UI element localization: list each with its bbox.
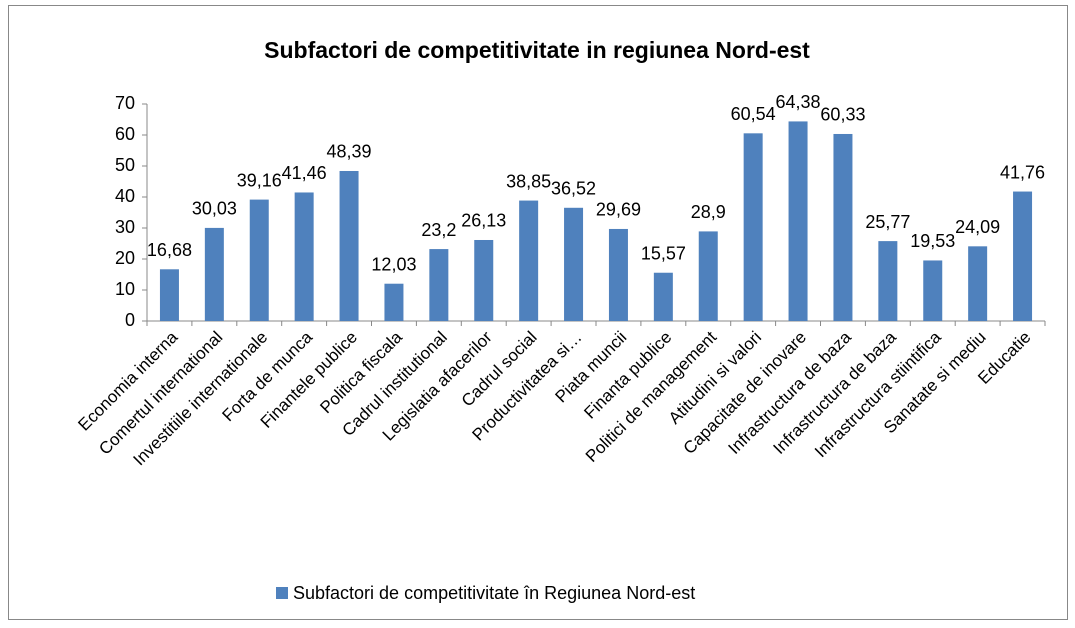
bar [384,283,404,321]
bar [833,133,853,321]
bar [564,207,584,321]
data-label: 48,39 [327,142,372,162]
y-tick-label: 20 [115,248,135,268]
bar [519,200,539,321]
y-tick-label: 60 [115,124,135,144]
legend-swatch [276,587,288,599]
data-label: 39,16 [237,170,282,190]
data-label: 28,9 [691,202,726,222]
chart-title: Subfactori de competitivitate in regiune… [264,37,810,63]
bar [1013,191,1033,321]
bar [878,241,898,321]
data-label: 38,85 [506,171,551,191]
data-label: 36,52 [551,179,596,199]
bar [743,133,763,321]
data-label: 26,13 [461,211,506,231]
bar [788,121,808,321]
y-tick-label: 70 [115,93,135,113]
data-label: 12,03 [371,254,416,274]
bar [429,249,449,321]
data-label: 19,53 [910,231,955,251]
bar [159,269,179,321]
data-label: 23,2 [421,220,456,240]
data-label: 60,33 [820,105,865,125]
data-label: 24,09 [955,217,1000,237]
data-label: 29,69 [596,200,641,220]
data-label: 60,54 [731,104,776,124]
bar [653,272,673,321]
bar [249,199,269,321]
bar [968,246,988,321]
y-tick-label: 40 [115,186,135,206]
bar [923,260,943,321]
bar [474,239,494,321]
y-tick-label: 10 [115,279,135,299]
data-label: 64,38 [776,92,821,112]
bar [204,227,224,321]
bar [698,231,718,321]
data-label: 16,68 [147,240,192,260]
data-label: 15,57 [641,243,686,263]
y-tick-label: 50 [115,155,135,175]
bar [608,228,628,321]
legend-label: Subfactori de competitivitate în Regiune… [293,583,695,603]
data-label: 30,03 [192,199,237,219]
bar [339,170,359,321]
data-label: 41,46 [282,163,327,183]
y-tick-label: 30 [115,217,135,237]
y-tick-label: 0 [125,310,135,330]
data-label: 41,76 [1000,162,1045,182]
bar [294,192,314,321]
data-label: 25,77 [865,212,910,232]
